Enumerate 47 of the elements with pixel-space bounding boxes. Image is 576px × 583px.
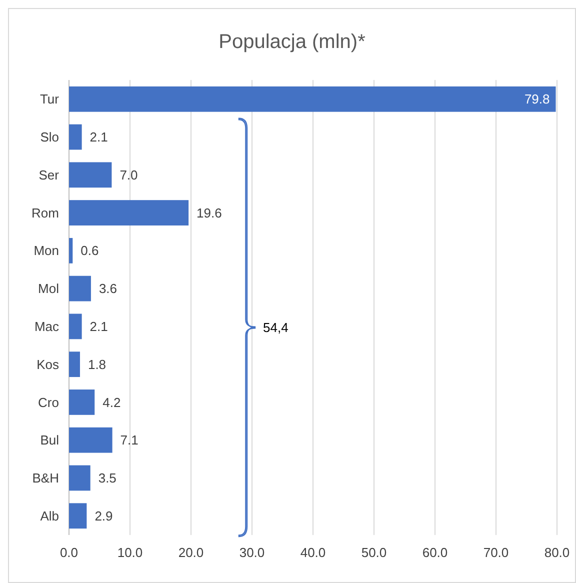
- data-label: 4.2: [102, 394, 121, 410]
- bar: [69, 162, 112, 188]
- data-label: 3.5: [98, 470, 116, 486]
- annotation: 54,4: [263, 320, 288, 335]
- bar: [69, 276, 91, 302]
- data-label: 19.6: [196, 205, 222, 220]
- y-tick-label: Tur: [40, 92, 60, 107]
- chart-title: Populacja (mln)*: [218, 31, 366, 53]
- bar: [69, 200, 189, 226]
- data-label: 2.1: [90, 318, 108, 334]
- y-tick-label: Mon: [34, 243, 59, 258]
- y-tick-label: Rom: [32, 205, 59, 220]
- x-tick-label: 40.0: [300, 545, 326, 560]
- x-tick-label: 20.0: [178, 545, 204, 560]
- y-tick-label: Ser: [38, 167, 60, 182]
- bar: [69, 124, 82, 150]
- bar: [69, 503, 87, 529]
- x-tick-label: 70.0: [483, 545, 509, 560]
- data-label: 79.8: [524, 92, 550, 107]
- bar: [69, 352, 80, 378]
- y-tick-label: Alb: [40, 508, 59, 524]
- data-label: 1.8: [88, 356, 106, 372]
- bar: [69, 314, 82, 340]
- x-tick-label: 30.0: [239, 545, 265, 560]
- bar: [69, 238, 73, 264]
- x-tick-label: 10.0: [117, 545, 143, 560]
- y-tick-label: Kos: [36, 356, 60, 372]
- bar: [69, 465, 90, 491]
- y-tick-label: Mol: [38, 281, 60, 296]
- bar: [69, 390, 95, 415]
- data-label: 3.6: [98, 281, 118, 296]
- data-label: 0.6: [80, 243, 99, 258]
- x-tick-label: 80.0: [544, 545, 570, 560]
- y-tick-label: Slo: [40, 130, 59, 145]
- data-label: 7.0: [120, 167, 138, 182]
- bar: [69, 427, 112, 453]
- x-tick-label: 0.0: [60, 545, 78, 560]
- y-tick-label: Bul: [40, 432, 60, 448]
- data-label: 2.9: [94, 508, 113, 524]
- bar: [69, 86, 556, 112]
- y-tick-label: B&H: [32, 470, 59, 486]
- data-label: 7.1: [120, 432, 138, 448]
- x-tick-label: 50.0: [361, 545, 387, 560]
- y-tick-label: Cro: [38, 394, 59, 410]
- data-label: 2.1: [90, 130, 108, 145]
- y-tick-label: Mac: [34, 318, 60, 334]
- x-tick-label: 60.0: [422, 545, 448, 560]
